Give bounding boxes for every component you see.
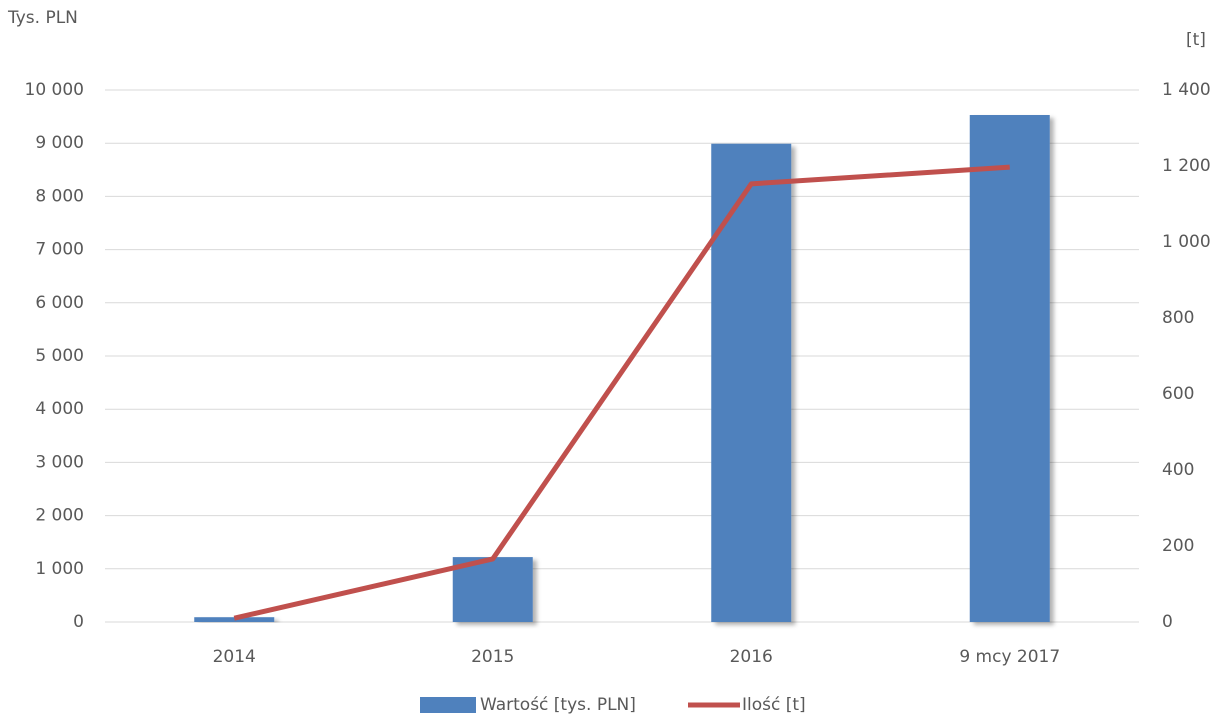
- y-tick-label: 6 000: [35, 293, 84, 313]
- y2-tick-label: 200: [1162, 536, 1194, 556]
- bar: [711, 143, 792, 622]
- y-tick-label: 7 000: [35, 240, 84, 260]
- y2-tick-label: 800: [1162, 308, 1194, 328]
- x-tick-label: 2015: [471, 647, 514, 667]
- legend-label: Wartość [tys. PLN]: [480, 695, 636, 715]
- y-tick-label: 2 000: [35, 506, 84, 526]
- bar: [969, 115, 1050, 622]
- y2-tick-label: 400: [1162, 460, 1194, 480]
- bar: [194, 617, 275, 622]
- x-tick-label: 2014: [213, 647, 256, 667]
- bar: [452, 557, 533, 622]
- y-tick-label: 1 000: [35, 559, 84, 579]
- y-tick-label: 0: [73, 612, 84, 632]
- y2-tick-label: 1 000: [1162, 232, 1211, 252]
- x-tick-label: 2016: [730, 647, 773, 667]
- y-axis-title: Tys. PLN: [7, 8, 78, 28]
- y2-tick-label: 1 200: [1162, 156, 1211, 176]
- y-tick-label: 5 000: [35, 346, 84, 366]
- legend-label: Ilość [t]: [742, 695, 806, 715]
- y2-tick-label: 0: [1162, 612, 1173, 632]
- y2-tick-label: 600: [1162, 384, 1194, 404]
- y-tick-label: 9 000: [35, 133, 84, 153]
- y-tick-label: 8 000: [35, 186, 84, 206]
- x-tick-label: 9 mcy 2017: [959, 647, 1060, 667]
- y2-axis-title: [t]: [1186, 30, 1206, 50]
- y2-tick-label: 1 400: [1162, 80, 1211, 100]
- line: [233, 164, 1010, 621]
- y-tick-label: 4 000: [35, 399, 84, 419]
- y-tick-label: 10 000: [25, 80, 84, 100]
- legend-swatch: [420, 697, 476, 713]
- y-tick-label: 3 000: [35, 452, 84, 472]
